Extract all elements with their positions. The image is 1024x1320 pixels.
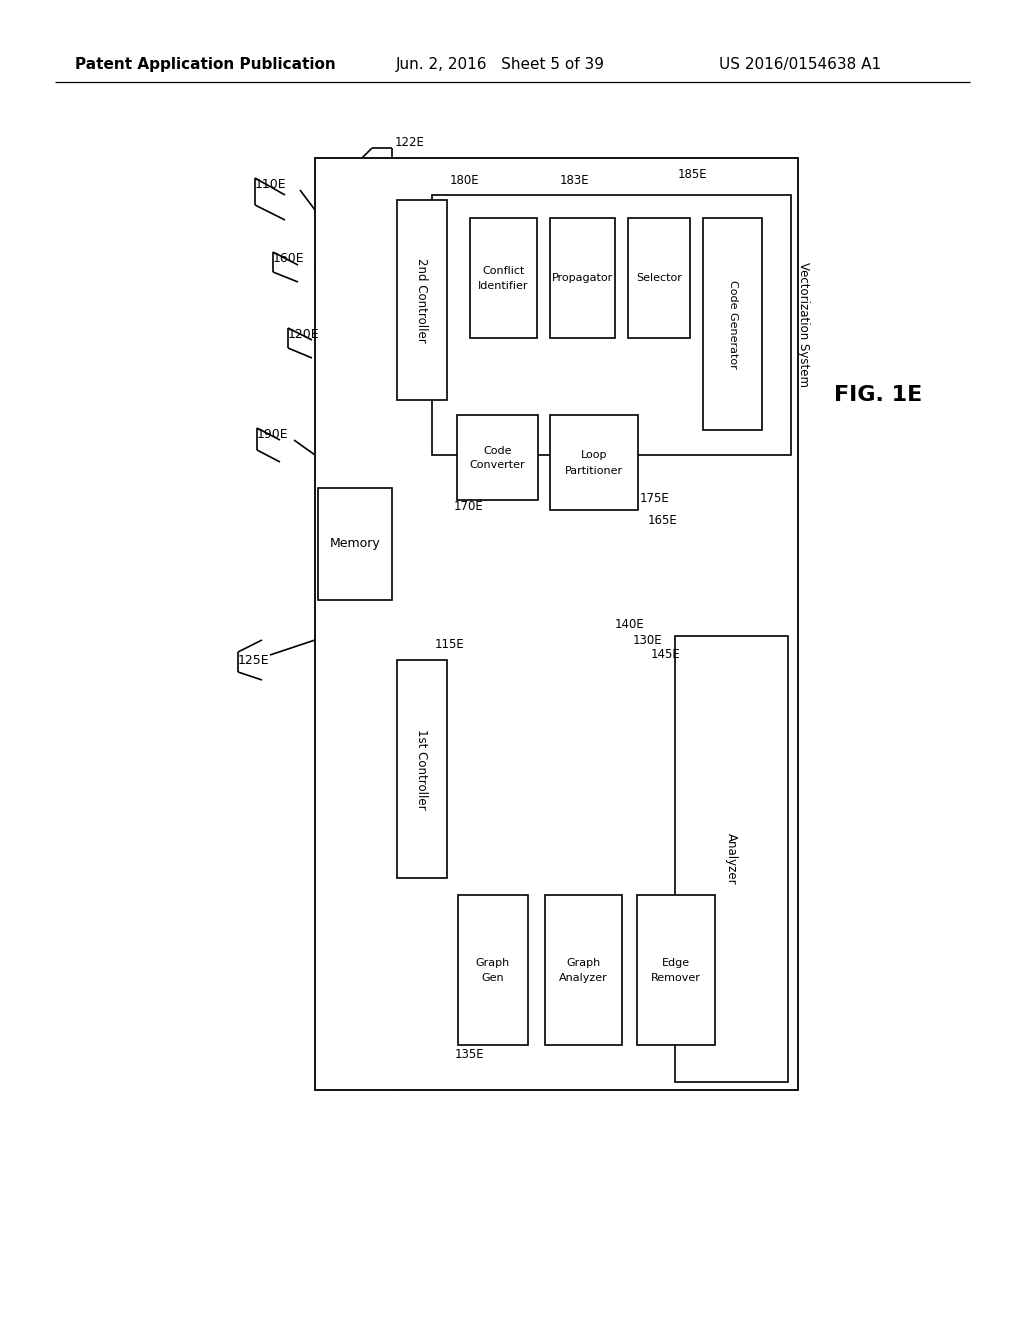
Text: 135E: 135E <box>455 1048 484 1061</box>
Text: Partitioner: Partitioner <box>565 466 623 475</box>
Text: Remover: Remover <box>651 973 701 983</box>
Text: Analyzer: Analyzer <box>559 973 608 983</box>
Text: 122E: 122E <box>395 136 425 149</box>
Text: Graph: Graph <box>476 958 510 968</box>
Text: Conflict: Conflict <box>482 267 524 276</box>
Bar <box>550 218 615 338</box>
Text: 190E: 190E <box>257 429 289 441</box>
Text: 183E: 183E <box>560 173 590 186</box>
Bar <box>457 414 538 500</box>
Text: Analyzer: Analyzer <box>725 833 738 884</box>
Text: Code: Code <box>483 446 512 455</box>
Text: Propagator: Propagator <box>552 273 613 282</box>
Text: 160E: 160E <box>273 252 304 264</box>
Bar <box>675 636 788 1082</box>
Text: Selector: Selector <box>636 273 682 282</box>
Text: Patent Application Publication: Patent Application Publication <box>75 58 336 73</box>
Text: FIG. 1E: FIG. 1E <box>834 385 923 405</box>
Text: Identifier: Identifier <box>478 281 528 290</box>
Bar <box>432 195 791 455</box>
Bar <box>397 660 447 878</box>
Text: 165E: 165E <box>648 513 678 527</box>
Bar <box>315 158 798 1090</box>
Text: 145E: 145E <box>651 648 681 661</box>
Text: 2nd Controller: 2nd Controller <box>416 257 428 342</box>
Text: 125E: 125E <box>238 653 269 667</box>
Bar <box>397 201 447 400</box>
Bar <box>703 218 762 430</box>
Text: Code Generator: Code Generator <box>727 280 737 368</box>
Bar <box>628 218 690 338</box>
Text: 1st Controller: 1st Controller <box>416 729 428 809</box>
Text: 140E: 140E <box>615 619 645 631</box>
Text: Jun. 2, 2016   Sheet 5 of 39: Jun. 2, 2016 Sheet 5 of 39 <box>395 58 604 73</box>
Text: 185E: 185E <box>678 169 708 181</box>
Text: Edge: Edge <box>662 958 690 968</box>
Bar <box>637 895 715 1045</box>
Text: Gen: Gen <box>481 973 504 983</box>
Text: 130E: 130E <box>633 634 663 647</box>
Text: 110E: 110E <box>255 178 287 191</box>
Text: US 2016/0154638 A1: US 2016/0154638 A1 <box>719 58 881 73</box>
Bar <box>470 218 537 338</box>
Bar <box>318 488 392 601</box>
Bar <box>545 895 622 1045</box>
Text: Graph: Graph <box>566 958 601 968</box>
Text: Memory: Memory <box>330 537 380 550</box>
Text: Vectorization System: Vectorization System <box>797 263 810 388</box>
Text: 115E: 115E <box>435 639 465 652</box>
Bar <box>550 414 638 510</box>
Text: 180E: 180E <box>450 173 479 186</box>
Text: 175E: 175E <box>640 491 670 504</box>
Text: 120E: 120E <box>288 329 319 342</box>
Text: Converter: Converter <box>470 461 525 470</box>
Text: Loop: Loop <box>581 450 607 461</box>
Bar <box>458 895 528 1045</box>
Text: 170E: 170E <box>454 500 483 513</box>
